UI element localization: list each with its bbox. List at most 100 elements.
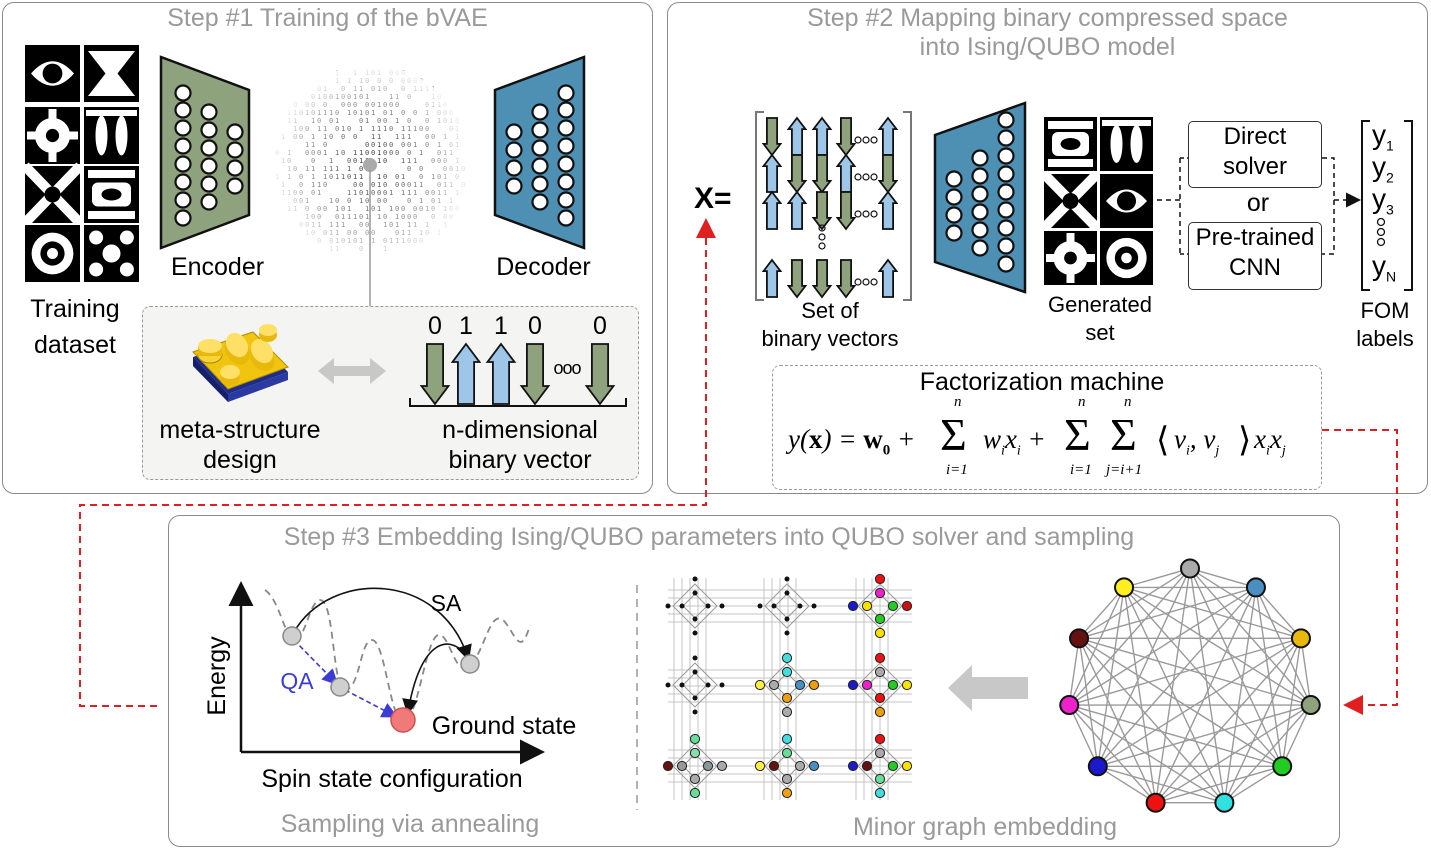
energy-axis-label: Energy xyxy=(203,636,231,716)
step1-title: Step #1 Training of the bVAE xyxy=(167,4,488,32)
ellipsis-dot xyxy=(854,136,862,144)
graph-edge xyxy=(1069,637,1302,706)
fom-labels-line2: labels xyxy=(1356,326,1414,351)
qubit-node xyxy=(705,603,711,609)
neuron xyxy=(174,191,192,209)
up-arrow xyxy=(811,116,833,156)
down-arrow xyxy=(835,117,857,157)
graph-edge xyxy=(1123,586,1312,706)
up-arrow xyxy=(761,258,783,298)
down-arrow xyxy=(811,154,833,194)
ground-state-label: Ground state xyxy=(431,712,577,740)
graph-edge xyxy=(1255,587,1312,706)
qubit-node xyxy=(692,669,698,675)
ground-state-ball xyxy=(390,707,416,733)
up-arrow xyxy=(877,258,899,298)
step1-panel xyxy=(2,2,653,494)
ellipsis-dot xyxy=(862,136,870,144)
neuron xyxy=(997,129,1015,147)
down-arrow xyxy=(519,343,551,406)
qubit-node xyxy=(692,576,698,582)
topology-shape xyxy=(1062,193,1079,209)
qubit-node xyxy=(808,760,820,772)
down-arrow xyxy=(419,343,451,406)
factorization-machine-title: Factorization machine xyxy=(919,368,1165,396)
qa-label: QA xyxy=(280,668,314,694)
qubit-node xyxy=(874,692,886,704)
state-ball-3 xyxy=(460,654,480,674)
binary-digit-5: 0 xyxy=(593,312,607,340)
sa-arrow-2 xyxy=(402,643,471,716)
graph-edge xyxy=(1189,567,1312,706)
graph-edge xyxy=(1078,637,1311,706)
y3-label: y3 xyxy=(1372,183,1394,218)
graph-node xyxy=(1059,695,1080,716)
y2-label: y2 xyxy=(1372,151,1394,186)
topology-shape xyxy=(1110,125,1123,163)
binary-digit-3: 1 xyxy=(494,312,508,340)
or-label: or xyxy=(1246,189,1270,217)
qubit-node xyxy=(692,630,698,636)
topology-shape xyxy=(1102,120,1151,126)
topology-shape xyxy=(42,63,63,84)
ellipsis-dot xyxy=(854,278,862,286)
neuron xyxy=(226,123,244,141)
qubit-node xyxy=(874,627,886,639)
factorization-box xyxy=(772,365,1322,490)
red-dashed-fm-to-graph xyxy=(1322,429,1398,715)
state-ball-2 xyxy=(330,677,350,697)
ellipsis-dot xyxy=(818,233,826,241)
neuron xyxy=(531,193,549,211)
neuron xyxy=(557,84,575,102)
step2-panel xyxy=(667,2,1428,494)
graph-edge xyxy=(1154,568,1191,803)
graph-node xyxy=(1087,756,1108,777)
neuron xyxy=(531,157,549,175)
neuron xyxy=(200,103,218,121)
graph-edge xyxy=(1068,638,1080,706)
qubit-node xyxy=(861,760,873,772)
neuron xyxy=(997,183,1015,201)
topology-shape xyxy=(88,51,135,96)
direct-solver-line2: solver xyxy=(1222,153,1288,180)
neuron xyxy=(174,84,192,102)
down-arrow xyxy=(811,191,833,231)
topology-shape xyxy=(1121,252,1132,264)
neuron xyxy=(997,219,1015,237)
neuron xyxy=(945,188,963,206)
topology-shape xyxy=(101,188,122,201)
up-arrow xyxy=(877,190,899,230)
qubit-node xyxy=(874,573,886,585)
neuron xyxy=(557,101,575,119)
graph-edge xyxy=(1078,586,1257,640)
graph-node xyxy=(1272,756,1293,777)
neuron xyxy=(200,175,218,193)
qubit-node xyxy=(771,603,777,609)
sampling-caption: Sampling via annealing xyxy=(280,810,540,838)
neuron xyxy=(174,209,192,227)
down-arrow xyxy=(786,259,808,299)
topology-shape xyxy=(1048,159,1093,167)
neuron xyxy=(945,224,963,242)
step2-title-line1: Step #2 Mapping binary compressed space xyxy=(807,4,1288,32)
qubit-node xyxy=(665,603,671,609)
pretrained-cnn-box: Pre-trained CNN xyxy=(1188,222,1322,290)
neuron xyxy=(505,141,523,159)
graph-edge xyxy=(1068,704,1099,767)
qubit-node xyxy=(692,655,698,661)
qubit-node xyxy=(754,760,766,772)
unit-cell xyxy=(764,583,810,629)
binary-vector-arrows xyxy=(419,342,616,406)
up-arrow xyxy=(450,342,482,405)
neuron xyxy=(971,221,989,239)
graph-edge xyxy=(1097,765,1225,804)
encoder-nodes xyxy=(174,84,244,227)
qubit-node xyxy=(784,616,790,622)
qubit-node xyxy=(847,600,859,612)
topology-shape xyxy=(89,230,104,245)
graph-edge xyxy=(1068,704,1157,804)
neuron xyxy=(971,185,989,203)
qubit-node xyxy=(781,773,793,785)
qubit-node xyxy=(719,603,725,609)
qubit-node xyxy=(781,666,793,678)
